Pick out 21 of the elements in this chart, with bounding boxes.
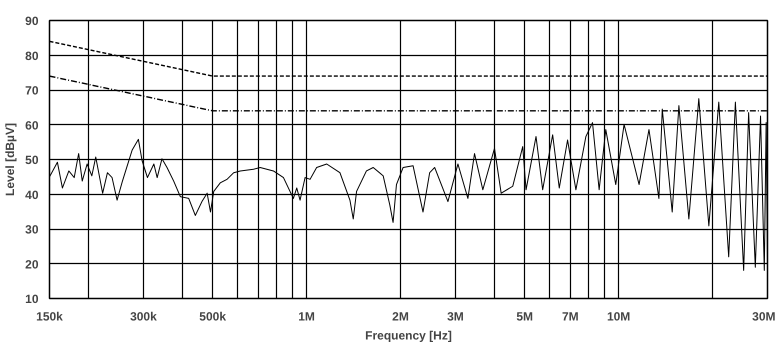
- x-axis-title: Frequency [Hz]: [365, 328, 452, 342]
- y-axis-title: Level [dBµV]: [3, 123, 18, 196]
- y-tick-label: 60: [25, 118, 39, 132]
- x-tick-label: 1M: [298, 310, 315, 324]
- y-tick-label: 90: [25, 14, 39, 28]
- y-tick-label: 50: [25, 153, 39, 167]
- x-tick-label: 3M: [447, 310, 464, 324]
- y-tick-label: 30: [25, 222, 39, 236]
- y-tick-label: 80: [25, 48, 39, 63]
- y-tick-label: 40: [25, 188, 39, 202]
- x-tick-label: 2M: [392, 310, 409, 324]
- x-tick-label: 150k: [36, 310, 64, 324]
- x-tick-label: 5M: [516, 310, 534, 324]
- x-tick-label: 500k: [199, 310, 226, 324]
- y-tick-label: 10: [25, 292, 39, 306]
- x-tick-label: 7M: [562, 310, 579, 324]
- y-tick-label: 70: [25, 84, 39, 98]
- y-tick-label: 20: [25, 257, 39, 272]
- x-tick-label: 300k: [130, 310, 158, 324]
- x-tick-label: 10M: [606, 310, 630, 324]
- x-tick-label: 30M: [752, 310, 776, 324]
